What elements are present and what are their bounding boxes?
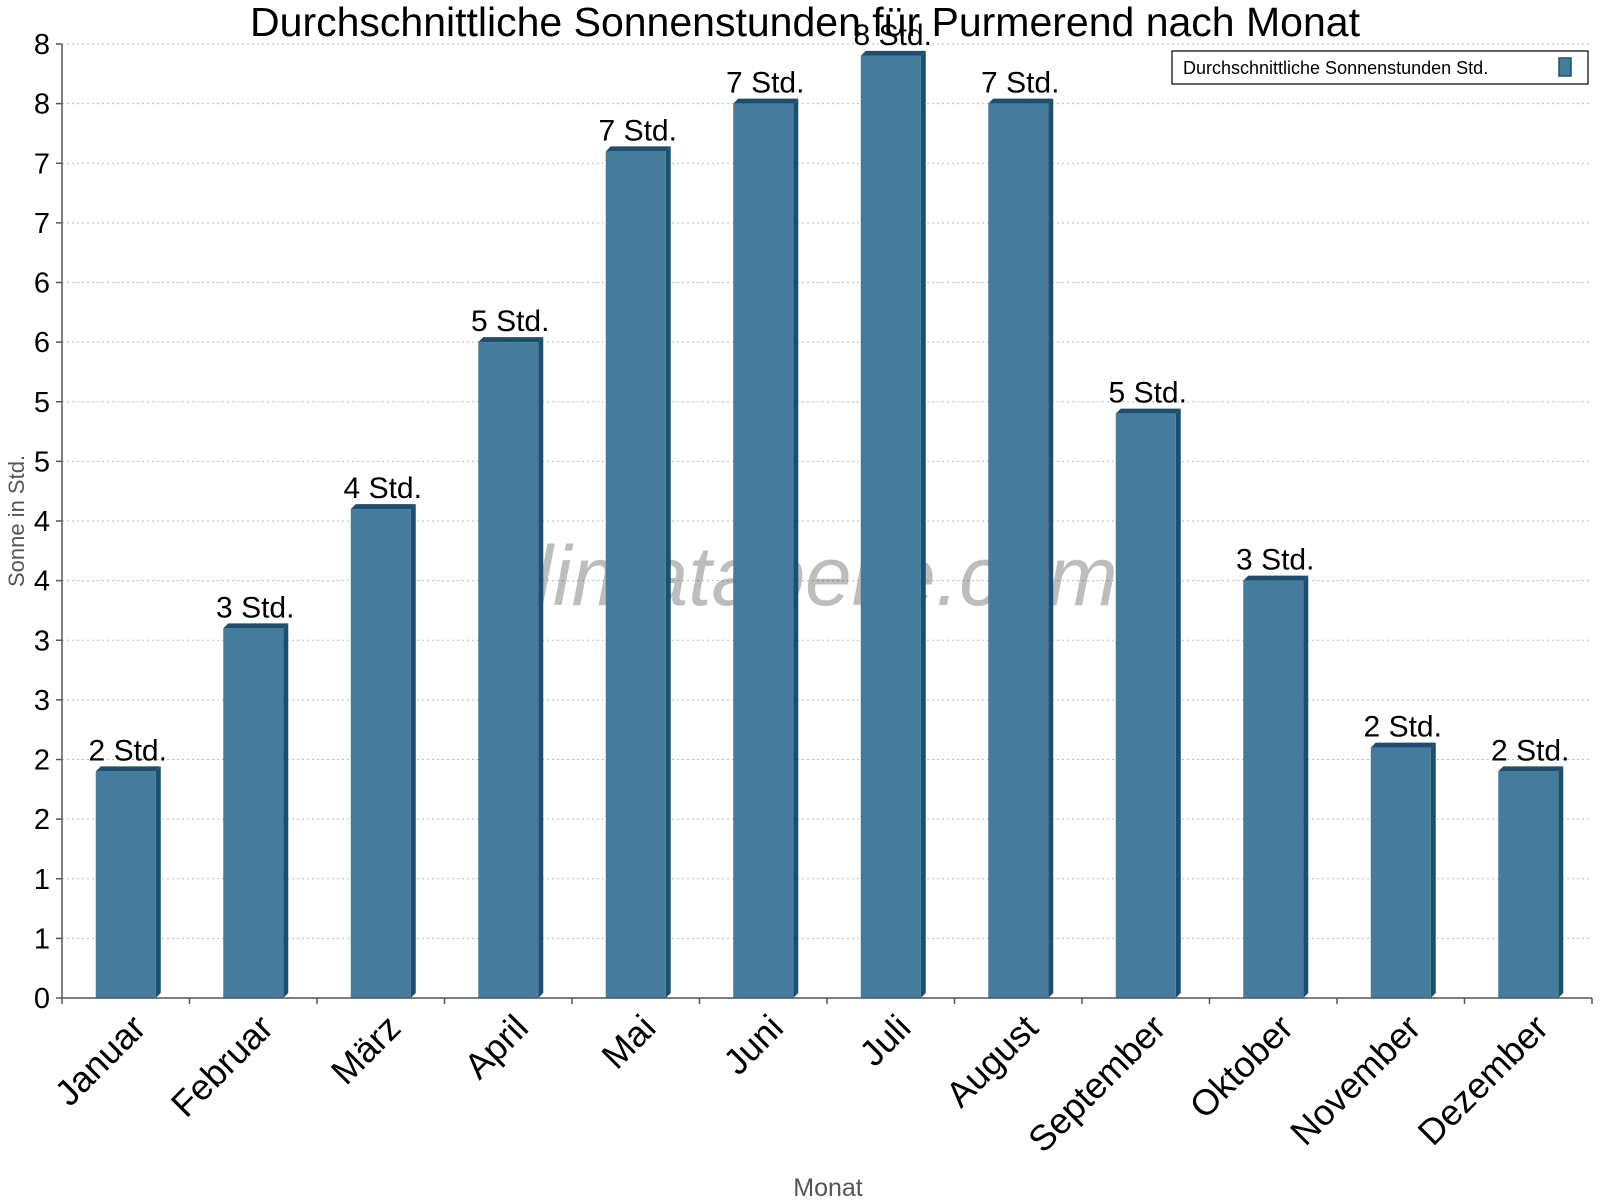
y-tick-label: 2 (34, 804, 50, 836)
bar-top (1370, 742, 1436, 748)
bar-front (478, 342, 539, 998)
bar-side (538, 337, 544, 998)
data-label: 3 Std. (216, 591, 294, 624)
bar-front (1370, 747, 1431, 998)
grid-lines (62, 43, 1592, 939)
legend-label: Durchschnittliche Sonnenstunden Std. (1183, 58, 1488, 78)
bar-januar (95, 766, 161, 998)
y-tick-label: 5 (34, 446, 50, 478)
data-label: 3 Std. (1236, 544, 1314, 577)
data-label: 4 Std. (344, 472, 422, 505)
x-axis-label: Monat (793, 1174, 863, 1200)
bar-side (155, 766, 161, 998)
bar-top (860, 50, 926, 56)
data-label: 5 Std. (1109, 377, 1187, 410)
y-tick-label: 7 (34, 148, 50, 180)
bar-top (605, 146, 671, 152)
y-tick-label: 2 (34, 745, 50, 777)
data-label: 5 Std. (471, 305, 549, 338)
bar-dezember (1498, 766, 1564, 998)
bar-top (1243, 575, 1309, 581)
bar-top (1115, 408, 1181, 414)
bar-front (350, 509, 411, 998)
bar-side (920, 50, 926, 999)
bar-september (1115, 408, 1181, 998)
y-tick-label: 4 (34, 506, 50, 538)
bar-front (988, 103, 1049, 998)
y-tick-label: 1 (34, 923, 50, 955)
y-tick-label: 1 (34, 864, 50, 896)
y-tick-label: 6 (34, 268, 50, 300)
bar-top (733, 98, 799, 104)
data-label: 7 Std. (726, 67, 804, 100)
bar-front (860, 55, 921, 999)
data-label: 7 Std. (981, 67, 1059, 100)
y-tick-label: 8 (34, 89, 50, 121)
legend-box (1171, 50, 1589, 85)
bar-series (95, 50, 1564, 999)
bar-top (223, 623, 289, 629)
y-tick-label: 6 (34, 327, 50, 359)
bar-front (1115, 413, 1176, 998)
data-label: 2 Std. (1491, 734, 1569, 767)
bar-side (793, 98, 799, 998)
y-tick-label: 5 (34, 387, 50, 419)
data-label: 2 Std. (1364, 711, 1442, 744)
legend-swatch (1558, 57, 1572, 77)
y-tick-label: 8 (34, 29, 50, 61)
y-axis-label: Sonne in Std. (4, 455, 29, 587)
bar-side (410, 504, 416, 998)
bar-juni (733, 98, 799, 998)
bar-april (478, 337, 544, 998)
bar-front (605, 151, 666, 998)
y-tick-label: 7 (34, 208, 50, 240)
bar-side (1175, 408, 1181, 998)
bar-top (350, 504, 416, 510)
bar-top (478, 337, 544, 343)
data-labels: 2 Std. 3 Std. 4 Std. 5 Std. 7 Std. 7 Std. 8 St… (89, 19, 1570, 767)
bar-front (95, 771, 156, 998)
bar-august (988, 98, 1054, 998)
bar-juli (860, 50, 926, 999)
bar-front (223, 628, 284, 998)
bar-side (1303, 575, 1309, 998)
bar-top (988, 98, 1054, 104)
bar-märz (350, 504, 416, 998)
legend: Durchschnittliche Sonnenstunden Std. (1171, 50, 1589, 85)
bar-februar (223, 623, 289, 998)
y-tick-label: 4 (34, 566, 50, 598)
bar-side (1430, 742, 1436, 998)
bar-front (733, 103, 794, 998)
bar-oktober (1243, 575, 1309, 998)
bar-november (1370, 742, 1436, 998)
y-axis-ticks: 0 1 1 2 2 3 3 4 4 5 5 6 6 7 7 8 8 (34, 29, 62, 1015)
y-tick-label: 3 (34, 685, 50, 717)
data-label: 2 Std. (89, 734, 167, 767)
bar-top (1498, 766, 1564, 772)
bar-front (1243, 580, 1304, 998)
bar-front (1498, 771, 1559, 998)
data-label: 7 Std. (599, 114, 677, 147)
y-tick-label: 3 (34, 625, 50, 657)
data-label: 8 Std. (854, 19, 932, 52)
bar-top (95, 766, 161, 772)
bar-mai (605, 146, 671, 998)
chart-title: Durchschnittliche Sonnenstunden für Purm… (250, 0, 1361, 45)
bar-side (1048, 98, 1054, 998)
bar-side (665, 146, 671, 998)
bar-side (283, 623, 289, 998)
bar-side (1558, 766, 1564, 998)
y-tick-label: 0 (34, 983, 50, 1015)
